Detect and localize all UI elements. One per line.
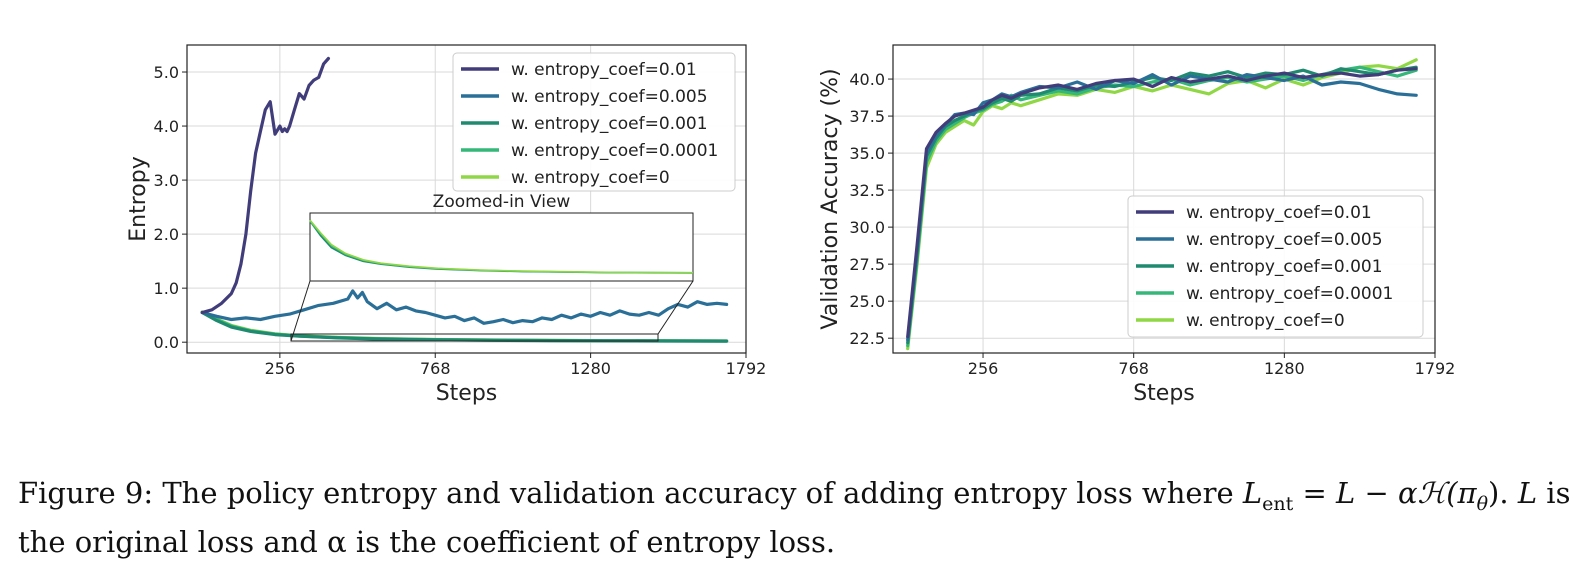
caption-line-2: the original loss and α is the coefficie… [18,524,836,559]
x-tick-label: 1280 [1264,359,1305,378]
entropy-chart: 256 768 1280 1792 0.0 1.0 2.0 3.0 4.0 5.0 Steps Ent… [126,44,767,406]
y-tick-label: 1.0 [154,279,179,298]
legend-label: w. entropy_coef=0.005 [1186,230,1383,250]
legend-label: w. entropy_coef=0.001 [1186,257,1383,277]
legend-label: w. entropy_coef=0 [1186,311,1345,331]
math-close: ). [1488,476,1518,510]
y-tick-label: 40.0 [849,70,885,89]
y-tick-label: 27.5 [849,255,885,274]
math-eq: = L − αℋ(π [1293,476,1477,510]
y-tick-label: 5.0 [154,63,179,82]
y-tick-label: 0.0 [154,333,179,352]
x-axis-label: Steps [436,381,498,406]
y-tick-label: 4.0 [154,117,179,136]
legend-label: w. entropy_coef=0.005 [511,87,708,107]
x-tick-label: 1792 [1415,359,1456,378]
x-tick-label: 768 [420,359,451,378]
inset-box [309,212,694,282]
plot-frame [892,44,1436,354]
math-sub-ent: ent [1262,492,1294,515]
y-tick-label: 22.5 [849,329,885,348]
validation-accuracy-chart: 256 768 1280 1792 22.5 25.0 27.5 30.0 32.5 35.0 37… [818,44,1456,406]
series-line-0 [906,67,1418,339]
y-axis-label: Entropy [126,156,151,241]
figure: 256 768 1280 1792 0.0 1.0 2.0 3.0 4.0 5.0 Steps Ent… [126,44,1456,406]
y-tick-label: 25.0 [849,292,885,311]
legend-box [452,52,736,192]
legend-label: w. entropy_coef=0 [511,168,670,188]
zoom-source-box [290,333,659,342]
x-tick-label: 256 [968,359,999,378]
y-tick-label: 30.0 [849,218,885,237]
caption-text: Figure 9: The policy entropy and validat… [18,476,1243,510]
series-line-1 [200,289,729,325]
caption-line-1: Figure 9: The policy entropy and validat… [18,474,1578,523]
x-axis-label: Steps [1133,381,1195,406]
math-sub-theta: θ [1476,492,1489,515]
caption-math: Lent = L − αℋ(πθ). L [1242,476,1538,515]
y-tick-label: 32.5 [849,181,885,200]
y-tick-label: 37.5 [849,107,885,126]
x-tick-label: 256 [265,359,296,378]
x-tick-label: 768 [1118,359,1149,378]
zoom-connector [290,280,311,342]
x-tick-label: 1792 [726,359,767,378]
y-axis-label: Validation Accuracy (%) [818,68,843,329]
caption-text-end: is [1537,476,1571,510]
zoom-connector [657,280,694,335]
y-tick-label: 3.0 [154,171,179,190]
math-L: L [1242,476,1263,510]
legend-box [1127,195,1424,338]
legend-label: w. entropy_coef=0.01 [1186,203,1372,223]
figure-caption: Figure 9: The policy entropy and validat… [18,474,1578,561]
y-tick-label: 2.0 [154,225,179,244]
legend-label: w. entropy_coef=0.0001 [1186,284,1393,304]
legend-label: w. entropy_coef=0.001 [511,114,708,134]
math-L-2: L [1517,476,1538,510]
plot-frame [186,44,747,354]
series-line-0 [200,56,330,315]
inset-title: Zoomed-in View [433,192,571,212]
legend-label: w. entropy_coef=0.0001 [511,141,718,161]
legend-label: w. entropy_coef=0.01 [511,60,697,80]
x-tick-label: 1280 [570,359,611,378]
y-tick-label: 35.0 [849,144,885,163]
inset-series-line-4 [309,219,694,274]
